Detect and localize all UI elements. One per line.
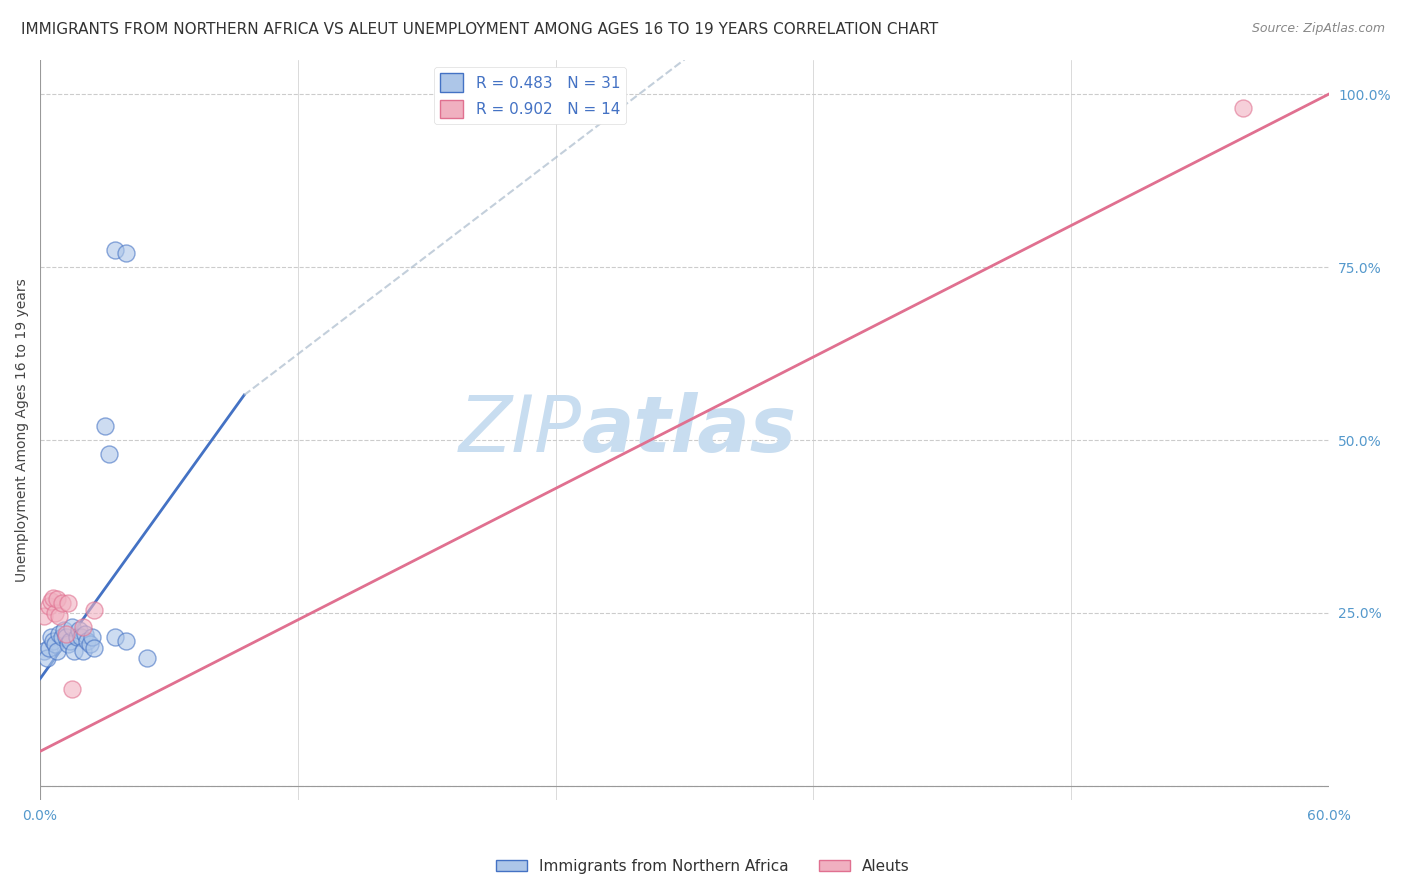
Point xyxy=(75,626,97,640)
Point xyxy=(55,630,77,644)
Point xyxy=(46,592,69,607)
Point xyxy=(39,593,62,607)
Point xyxy=(67,624,90,638)
Point xyxy=(76,633,98,648)
Point xyxy=(70,630,93,644)
Point xyxy=(55,626,77,640)
Point xyxy=(38,599,60,613)
Point xyxy=(44,637,66,651)
Point xyxy=(72,644,94,658)
Point xyxy=(115,633,138,648)
Point xyxy=(42,633,65,648)
Text: IMMIGRANTS FROM NORTHERN AFRICA VS ALEUT UNEMPLOYMENT AMONG AGES 16 TO 19 YEARS : IMMIGRANTS FROM NORTHERN AFRICA VS ALEUT… xyxy=(21,22,938,37)
Point xyxy=(48,609,70,624)
Point xyxy=(35,651,58,665)
Point xyxy=(44,606,66,620)
Point xyxy=(34,609,56,624)
Point xyxy=(56,637,79,651)
Point xyxy=(83,640,105,655)
Y-axis label: Unemployment Among Ages 16 to 19 years: Unemployment Among Ages 16 to 19 years xyxy=(15,277,30,582)
Point xyxy=(104,630,127,644)
Point xyxy=(1232,101,1254,115)
Text: atlas: atlas xyxy=(581,392,796,467)
Point xyxy=(34,644,56,658)
Point xyxy=(93,419,115,434)
Text: ZIP: ZIP xyxy=(458,392,581,467)
Legend: R = 0.483   N = 31, R = 0.902   N = 14: R = 0.483 N = 31, R = 0.902 N = 14 xyxy=(434,67,626,124)
Point xyxy=(56,596,79,610)
Point xyxy=(136,651,159,665)
Point xyxy=(51,596,73,610)
Point xyxy=(52,624,75,638)
Point xyxy=(59,633,82,648)
Point xyxy=(60,620,83,634)
Point xyxy=(60,682,83,697)
Text: Source: ZipAtlas.com: Source: ZipAtlas.com xyxy=(1251,22,1385,36)
Point xyxy=(72,620,94,634)
Point xyxy=(42,591,65,605)
Legend: Immigrants from Northern Africa, Aleuts: Immigrants from Northern Africa, Aleuts xyxy=(491,853,915,880)
Point xyxy=(63,644,86,658)
Point xyxy=(115,246,138,260)
Point xyxy=(48,626,70,640)
Point xyxy=(97,447,120,461)
Point xyxy=(80,630,103,644)
Point xyxy=(39,630,62,644)
Point xyxy=(51,630,73,644)
Point xyxy=(38,640,60,655)
Point xyxy=(83,602,105,616)
Point xyxy=(104,243,127,257)
Point xyxy=(65,630,87,644)
Point xyxy=(79,637,101,651)
Point xyxy=(46,644,69,658)
